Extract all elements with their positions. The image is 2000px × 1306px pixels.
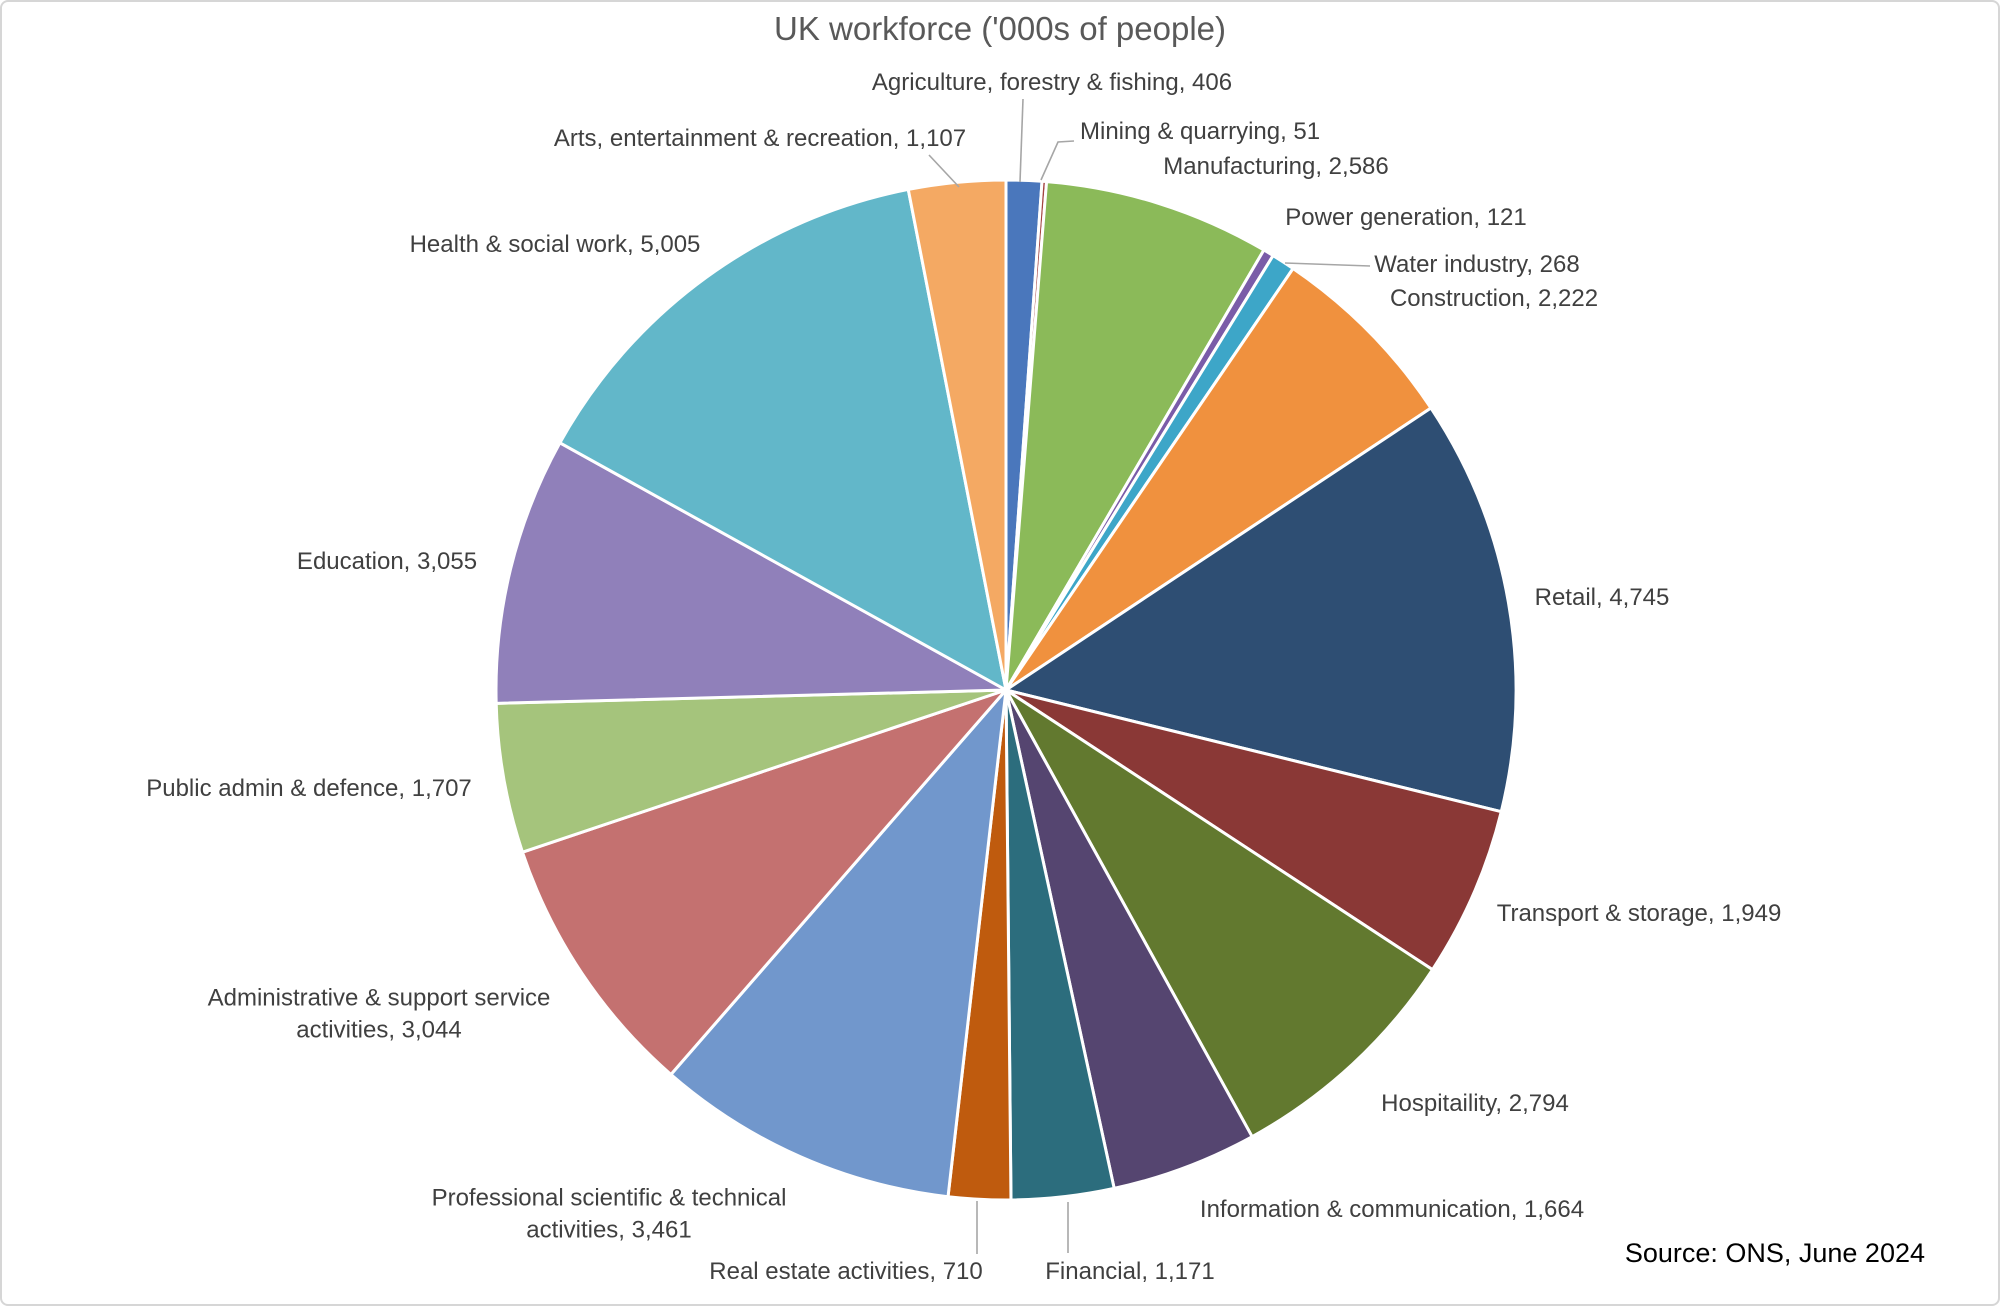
pie-slice-retail [1004,406,1518,814]
slice-label-mining-quarrying: Mining & quarrying, 51 [1080,118,1321,146]
slice-label-health-social-work: Health & social work, 5,005 [409,231,701,259]
pie-slice-manufacturing [1004,180,1266,692]
chart-title: UK workforce ('000s of people) [773,10,1227,47]
slice-label-arts-entertainment-recreation: Arts, entertainment & recreation, 1,107 [553,125,967,153]
leader-line-arts-entertainment-recreation [928,154,960,188]
slice-label-administrative-support-service-activities: Administrative & support service activit… [207,984,551,1043]
slice-label-public-admin-defence: Public admin & defence, 1,707 [146,775,472,803]
pie-slice-professional-scientific-technical-activities [669,688,1008,1199]
slice-label-manufacturing: Manufacturing, 2,586 [1163,153,1389,181]
slice-label-financial: Financial, 1,171 [1045,1258,1215,1286]
leader-line-water-industry [1284,262,1371,267]
slice-label-construction: Construction, 2,222 [1389,285,1599,313]
pie-slice-arts-entertainment-recreation [906,178,1008,692]
slice-label-water-industry: Water industry, 268 [1374,251,1580,279]
pie-slice-transport-storage [1004,688,1503,972]
slice-label-professional-scientific-technical-activities: Professional scientific & technical acti… [431,1184,787,1243]
slice-label-education: Education, 3,055 [296,548,478,576]
pie-slice-public-admin-defence [494,688,1008,854]
slice-label-agriculture-forestry-fishing: Agriculture, forestry & fishing, 406 [871,69,1233,97]
leader-line-agriculture-forestry-fishing [1019,98,1024,183]
pie-slice-construction [1004,266,1433,692]
pie-slice-administrative-support-service-activities [520,688,1008,1076]
slice-label-transport-storage: Transport & storage, 1,949 [1496,900,1782,928]
slice-label-retail: Retail, 4,745 [1534,584,1670,612]
pie-slice-health-social-work [558,187,1008,692]
pie-slice-education [494,441,1008,705]
slice-label-information-communication: Information & communication, 1,664 [1199,1196,1585,1224]
slice-label-power-generation: Power generation, 121 [1285,204,1527,232]
source-note: Source: ONS, June 2024 [1624,1238,1925,1268]
pie-slice-hospitaility [1004,688,1434,1139]
slice-label-real-estate-activities: Real estate activities, 710 [709,1258,983,1286]
leader-line-mining-quarrying [1040,140,1075,181]
slice-label-hospitaility: Hospitaility, 2,794 [1381,1090,1569,1118]
